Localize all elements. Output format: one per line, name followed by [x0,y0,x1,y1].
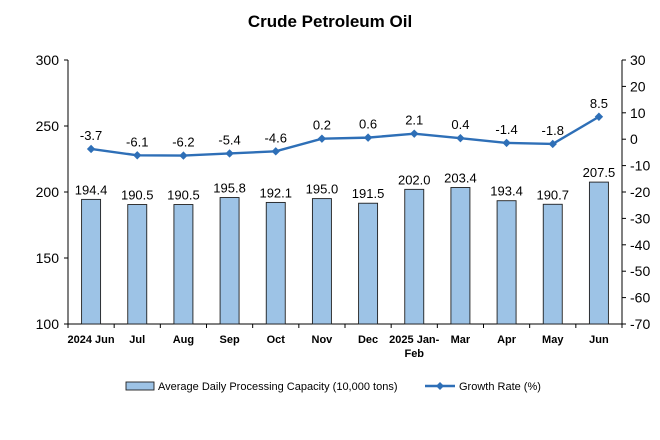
line-value-label: -4.6 [265,130,287,145]
right-tick-label: -60 [630,290,650,306]
x-tick-label: 2024 Jun [68,334,115,346]
legend: Average Daily Processing Capacity (10,00… [125,381,541,393]
line-value-label: 8.5 [590,96,608,111]
bar-value-label: 190.5 [121,188,154,203]
bar-value-label: 195.0 [306,182,339,197]
legend-bar-swatch [125,381,155,391]
bar-value-label: 195.8 [213,181,246,196]
right-tick-label: -50 [630,263,650,279]
left-tick-label: 250 [36,118,60,134]
right-tick-label: -20 [630,184,650,200]
x-tick-label: Sep [219,334,239,346]
x-tick-label: Oct [267,334,286,346]
bar [311,198,332,325]
bar-value-label: 191.5 [352,186,385,201]
line-value-label: -6.1 [126,134,148,149]
line-value-label: 2.1 [405,113,423,128]
x-tick-label: 2025 Jan-Feb [389,334,439,360]
line-series [86,112,604,160]
left-tick-label: 150 [36,250,60,266]
line-value-label: -6.2 [172,135,194,150]
legend-line-label: Growth Rate (%) [459,381,541,393]
line-value-label: -1.4 [495,122,517,137]
line-value-label: -1.8 [542,123,564,138]
x-tick-label: Apr [497,334,517,346]
bar-value-label: 190.7 [536,187,569,202]
right-tick-label: 0 [630,131,638,147]
line-point [86,144,96,154]
left-tick-label: 300 [36,52,60,68]
right-tick-label: 30 [630,52,646,68]
legend-bar-label: Average Daily Processing Capacity (10,00… [158,381,397,393]
bar [219,197,240,325]
right-tick-label: -30 [630,210,650,226]
line-point [410,129,419,138]
bar [358,202,379,325]
x-tick-label: May [542,334,564,346]
line-point [363,133,373,142]
growth-rate-line [90,115,600,157]
right-tick-label: -70 [630,316,650,332]
line-point [271,147,280,156]
line-value-label: -5.4 [218,132,240,147]
bar-value-label: 194.4 [75,182,108,197]
line-value-label: 0.6 [359,117,377,132]
bar [588,181,609,325]
right-tick-label: -10 [630,158,650,174]
left-tick-label: 200 [36,184,60,200]
bar-value-label: 203.4 [444,171,477,186]
bar [542,203,563,325]
right-tick-label: 20 [630,78,646,94]
bar [173,204,194,325]
right-tick-label: 10 [630,105,646,121]
data-labels: 194.4 190.5 190.5 195.8 192.1 195.0 191.5 202.0… [75,96,615,203]
x-tick-label: Nov [312,334,334,346]
x-tick-label: Jun [589,334,609,346]
bar [81,198,102,325]
bar [127,204,148,325]
right-tick-label: -40 [630,237,650,253]
line-value-label: 0.4 [451,117,469,132]
line-point [225,149,234,158]
bar [450,187,471,325]
bar-value-label: 193.4 [490,184,523,199]
left-tick-label: 100 [36,316,60,332]
x-tick-label: Dec [358,334,378,346]
x-tick-label: Mar [451,334,471,346]
bar [496,200,517,325]
x-tick-labels: 2024 Jun Jul Aug Sep Oct Nov Dec 2025 Jan-Feb Ma… [68,334,609,360]
bar-value-label: 190.5 [167,188,200,203]
line-value-label: 0.2 [313,118,331,133]
bar-value-label: 192.1 [259,185,292,200]
line-point [179,151,188,160]
line-point [133,151,142,160]
bar-value-label: 207.5 [583,165,616,180]
bar-value-label: 202.0 [398,172,431,187]
chart-title: Crude Petroleum Oil [248,12,412,31]
bar [404,188,425,325]
line-point [502,138,511,148]
legend-line-marker [436,382,444,390]
x-tick-label: Aug [173,334,194,346]
bar-series [81,181,609,325]
bar [265,201,286,325]
line-point [317,134,327,143]
x-tick-label: Jul [129,334,145,346]
line-point [456,133,465,143]
line-point [594,112,604,121]
line-point [548,139,557,149]
line-value-label: -3.7 [80,128,102,143]
